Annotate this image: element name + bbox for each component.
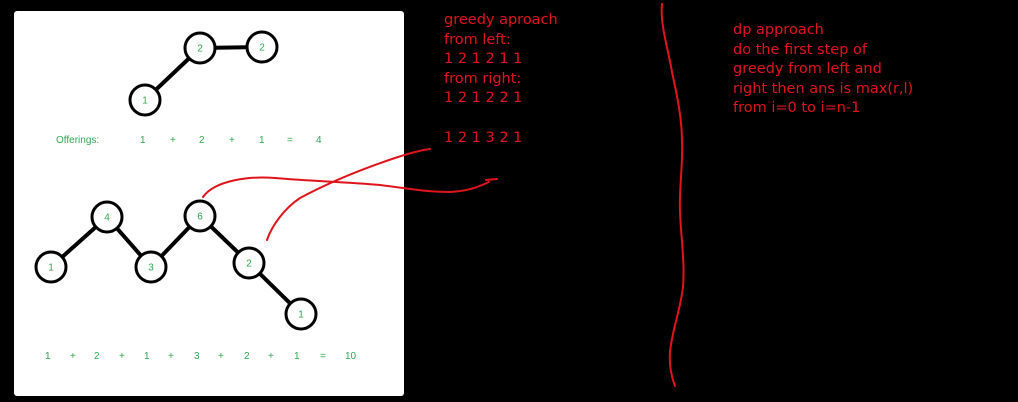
annotation-stroke	[202, 176, 490, 198]
note-line: from right:	[444, 70, 522, 87]
note-line: greedy aproach	[444, 12, 558, 28]
tree2-node: 4	[90, 200, 124, 234]
note-line: right then ans is max(r,l)	[733, 80, 914, 97]
offerings-term: =	[320, 351, 326, 362]
note-line: dp approach	[733, 22, 824, 38]
offerings-term: +	[119, 351, 125, 362]
note-line: 1 2 1 2 2 1	[444, 90, 523, 107]
node-value: 3	[148, 263, 154, 274]
offerings-term: +	[218, 351, 224, 362]
node-value: 6	[197, 212, 203, 223]
offerings-term: 1	[45, 351, 51, 362]
offerings-term: 4	[316, 135, 322, 146]
offerings-term: +	[168, 351, 174, 362]
offerings-term: +	[170, 135, 176, 146]
offerings-term: 2	[199, 135, 205, 146]
offerings-term: =	[287, 135, 293, 146]
underline-stroke	[485, 178, 498, 181]
note-line: greedy from left and	[733, 61, 882, 78]
note-line: from i=0 to i=n-1	[733, 100, 861, 117]
tree2-node: 3	[134, 250, 168, 284]
offerings-label: Offerings:	[56, 135, 99, 146]
dp-note: dp approach do the first step of greedy fr…	[733, 21, 913, 119]
offerings-term: 2	[94, 351, 100, 362]
note-line: 1 2 1 3 2 1	[444, 129, 523, 146]
tree1-node: 1	[128, 83, 162, 117]
tree2-node: 1	[284, 297, 318, 331]
node-value: 4	[104, 213, 110, 224]
tree1-node: 2	[183, 31, 217, 65]
greedy-note: greedy aproach from left: 1 2 1 2 1 1 from …	[444, 11, 558, 148]
offerings-term: +	[70, 351, 76, 362]
offerings-term: +	[268, 351, 274, 362]
offerings-term: 1	[144, 351, 150, 362]
node-value: 1	[298, 310, 304, 321]
tree2-node: 6	[183, 199, 217, 233]
node-value: 1	[48, 263, 54, 274]
tree1-node: 2	[245, 30, 279, 64]
annotation-stroke	[266, 148, 431, 241]
note-line: from left:	[444, 31, 511, 48]
offerings-term: 10	[345, 351, 357, 362]
divider-stroke	[660, 3, 685, 387]
note-line: do the first step of	[733, 41, 867, 58]
offerings-term: 1	[140, 135, 146, 146]
node-value: 2	[197, 44, 203, 55]
tree2-node: 2	[232, 246, 266, 280]
node-value: 1	[142, 96, 148, 107]
offerings-term: 1	[294, 351, 300, 362]
node-value: 2	[259, 43, 265, 54]
node-value: 2	[246, 259, 252, 270]
offerings-term: 2	[244, 351, 250, 362]
offerings-term: +	[229, 135, 235, 146]
note-line: 1 2 1 2 1 1	[444, 51, 523, 68]
tree2-node: 1	[34, 250, 68, 284]
note-line	[444, 109, 558, 129]
offerings-term: 3	[194, 351, 200, 362]
offerings-term: 1	[259, 135, 265, 146]
